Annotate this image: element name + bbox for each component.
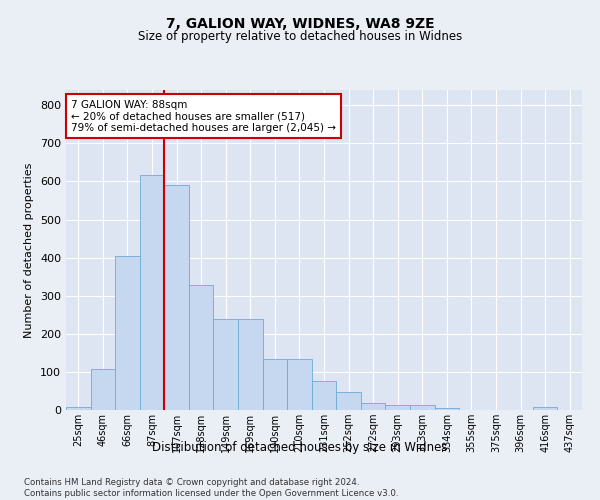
- Bar: [214, 320, 238, 410]
- Bar: [66, 407, 91, 410]
- Bar: [410, 405, 434, 410]
- Bar: [336, 392, 361, 410]
- Text: Distribution of detached houses by size in Widnes: Distribution of detached houses by size …: [152, 441, 448, 454]
- Bar: [434, 408, 459, 410]
- Bar: [312, 381, 336, 410]
- Text: Size of property relative to detached houses in Widnes: Size of property relative to detached ho…: [138, 30, 462, 43]
- Bar: [361, 403, 385, 410]
- Bar: [385, 405, 410, 410]
- Bar: [140, 175, 164, 410]
- Bar: [189, 285, 214, 410]
- Bar: [287, 360, 312, 410]
- Bar: [533, 407, 557, 410]
- Bar: [91, 369, 115, 410]
- Bar: [238, 320, 263, 410]
- Text: 7 GALION WAY: 88sqm
← 20% of detached houses are smaller (517)
79% of semi-detac: 7 GALION WAY: 88sqm ← 20% of detached ho…: [71, 100, 336, 133]
- Text: Contains HM Land Registry data © Crown copyright and database right 2024.
Contai: Contains HM Land Registry data © Crown c…: [24, 478, 398, 498]
- Bar: [115, 256, 140, 410]
- Bar: [263, 360, 287, 410]
- Y-axis label: Number of detached properties: Number of detached properties: [25, 162, 34, 338]
- Bar: [164, 185, 189, 410]
- Text: 7, GALION WAY, WIDNES, WA8 9ZE: 7, GALION WAY, WIDNES, WA8 9ZE: [166, 18, 434, 32]
